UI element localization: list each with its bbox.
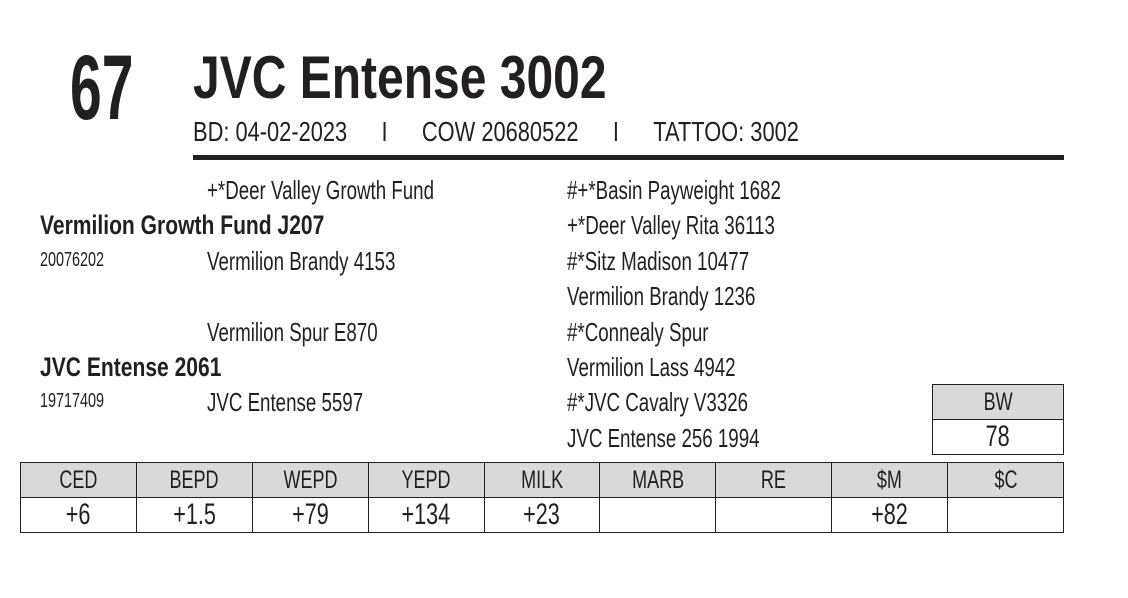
epd-header: $M [877,465,903,494]
dam-dam-dam: JVC Entense 256 1994 [567,423,760,453]
epd-value-cell: +79 [251,497,369,533]
epd-value-cell [715,497,833,533]
epd-value: +23 [523,498,561,531]
dam-sire-sire: #*Connealy Spur [567,317,709,347]
epd-header-cell: YEPD [367,462,485,498]
registration: COW 20680522 [421,116,579,147]
epd-value-cell: +6 [20,497,137,533]
epd-value-row: +6 +1.5 +79 +134 +23 +82 [20,497,1064,533]
epd-header: YEPD [401,465,451,494]
epd-header-cell: BEPD [135,462,253,498]
sire-dam-dam: Vermilion Brandy 1236 [567,281,756,311]
epd-value: +79 [291,498,329,531]
epd-header: MILK [520,465,563,494]
sire-dam-sire: #*Sitz Madison 10477 [567,246,750,276]
epd-header-cell: $M [831,462,948,498]
epd-header: MARB [631,465,684,494]
epd-header: CED [59,465,98,494]
epd-header-cell: RE [715,462,833,498]
dam-sire: Vermilion Spur E870 [207,317,378,347]
title-divider [193,155,1064,160]
epd-value-cell: +1.5 [135,497,253,533]
animal-info: BD: 04-02-2023 I COW 20680522 I TATTOO: 3002 [193,118,833,146]
separator: I [381,116,388,147]
epd-header: BEPD [169,465,219,494]
epd-header: RE [761,465,787,494]
epd-value-cell [947,497,1064,533]
animal-name: JVC Entense 3002 [193,44,607,111]
bw-label-text: BW [983,387,1013,416]
dam-sire-dam: Vermilion Lass 4942 [567,352,736,382]
epd-header-cell: WEPD [251,462,369,498]
bw-value-text: 78 [985,420,1011,453]
epd-header: WEPD [283,465,338,494]
separator: I [612,116,619,147]
lot-number: 67 [70,37,134,139]
sire-sire: +*Deer Valley Growth Fund [207,175,435,205]
epd-value: +1.5 [172,498,216,531]
bw-value: 78 [932,419,1064,455]
epd-value-cell: +23 [483,497,601,533]
dam-dam-sire: #*JVC Cavalry V3326 [567,387,749,417]
birth-weight-box: BW 78 [932,384,1064,455]
bw-label: BW [932,384,1064,420]
sire-dam: Vermilion Brandy 4153 [207,246,396,276]
epd-value-cell: +82 [831,497,948,533]
epd-header-cell: $C [947,462,1064,498]
dam-reg: 19717409 [40,390,105,412]
epd-header-cell: MILK [483,462,601,498]
epd-header: $C [993,465,1018,494]
dam-name: JVC Entense 2061 [40,352,222,382]
sire-sire-dam: +*Deer Valley Rita 36113 [567,210,775,240]
tattoo: TATTOO: 3002 [653,116,799,147]
sire-name: Vermilion Growth Fund J207 [40,210,325,240]
sire-sire-sire: #+*Basin Payweight 1682 [567,175,781,205]
epd-value: +6 [66,498,91,531]
epd-value: +82 [871,498,908,531]
epd-value: +134 [401,498,451,531]
epd-header-cell: MARB [599,462,717,498]
sire-reg: 20076202 [40,249,105,271]
epd-value-cell: +134 [367,497,485,533]
epd-header-cell: CED [20,462,137,498]
epd-table: CED BEPD WEPD YEPD MILK MARB RE $M $C +6 +1.5 +79 +… [20,462,1064,533]
epd-header-row: CED BEPD WEPD YEPD MILK MARB RE $M $C [20,462,1064,498]
dam-dam: JVC Entense 5597 [207,387,364,417]
birth-date: BD: 04-02-2023 [193,116,348,147]
epd-value-cell [599,497,717,533]
